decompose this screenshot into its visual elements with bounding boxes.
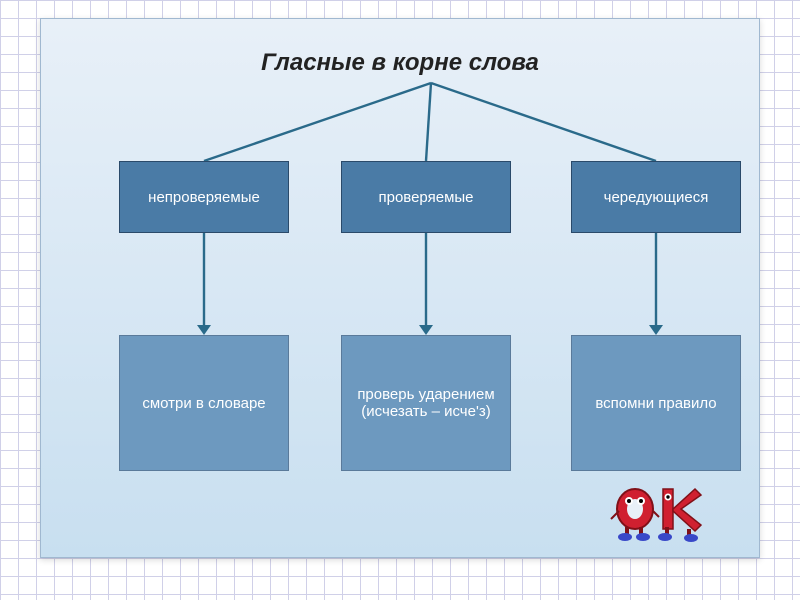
instruction-box-stress: проверь ударением (исчезать – исче'з) [341, 335, 511, 471]
category-box-verifiable: проверяемые [341, 161, 511, 233]
category-label: чередующиеся [604, 189, 709, 206]
category-label: непроверяемые [148, 189, 260, 206]
instruction-box-dictionary: смотри в словаре [119, 335, 289, 471]
diagram-panel: Гласные в корне слова непроверяемые пров… [40, 18, 760, 558]
category-label: проверяемые [378, 189, 473, 206]
arrow-down-icon [192, 233, 216, 335]
instruction-box-rule: вспомни правило [571, 335, 741, 471]
mascot-ok-icon [609, 481, 709, 545]
category-box-unverifiable: непроверяемые [119, 161, 289, 233]
instruction-label: проверь ударением (исчезать – исче'з) [352, 386, 500, 420]
arrow-down-icon [644, 233, 668, 335]
arrow-down-icon [414, 233, 438, 335]
instruction-label: смотри в словаре [142, 395, 265, 412]
category-box-alternating: чередующиеся [571, 161, 741, 233]
instruction-label: вспомни правило [595, 395, 716, 412]
